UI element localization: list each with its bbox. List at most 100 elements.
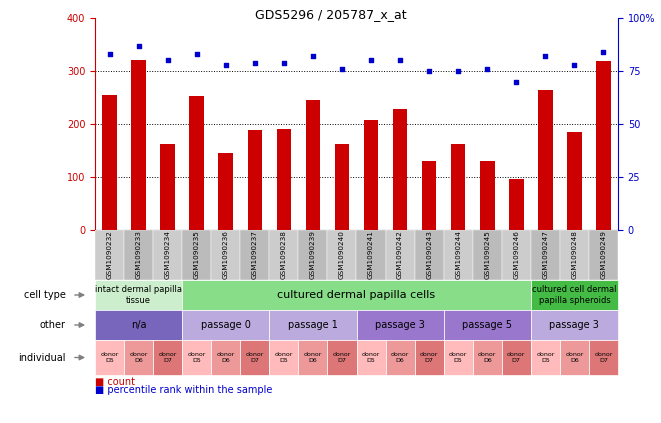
Bar [473,230,502,280]
Point [192,51,202,58]
Text: donor
D5: donor D5 [449,352,467,363]
Bar [269,230,298,280]
Bar [305,100,320,230]
Bar [327,230,356,280]
Bar [161,144,175,230]
Point [540,53,551,60]
Bar [480,161,494,230]
Text: donor
D5: donor D5 [362,352,380,363]
Bar [589,230,618,280]
Text: GSM1090234: GSM1090234 [165,231,171,280]
Text: ■ percentile rank within the sample: ■ percentile rank within the sample [95,385,272,395]
Bar [153,230,182,280]
Text: passage 1: passage 1 [288,320,338,330]
Point [163,57,173,64]
Text: GSM1090232: GSM1090232 [106,231,112,280]
Text: individual: individual [18,352,65,363]
Text: donor
D7: donor D7 [159,352,177,363]
Bar [596,61,611,230]
Text: donor
D6: donor D6 [478,352,496,363]
Text: donor
D5: donor D5 [275,352,293,363]
Text: intact dermal papilla
tissue: intact dermal papilla tissue [95,285,182,305]
Bar [241,230,269,280]
Bar [334,144,349,230]
Point [307,53,318,60]
Text: GSM1090244: GSM1090244 [455,231,461,280]
Bar [509,179,524,230]
Text: GSM1090237: GSM1090237 [252,231,258,280]
Bar [132,60,146,230]
Text: donor
D6: donor D6 [130,352,148,363]
Text: GSM1090246: GSM1090246 [514,231,520,280]
Bar [356,230,385,280]
Text: GSM1090247: GSM1090247 [543,231,549,280]
Text: GSM1090248: GSM1090248 [571,231,578,280]
Text: donor
D5: donor D5 [100,352,119,363]
Text: GSM1090245: GSM1090245 [485,231,490,280]
Bar [567,132,582,230]
Point [598,49,609,55]
Point [366,57,376,64]
Text: donor
D5: donor D5 [536,352,555,363]
Bar [212,230,241,280]
Point [569,61,580,68]
Bar [385,230,414,280]
Text: donor
D6: donor D6 [391,352,409,363]
Text: cultured cell dermal
papilla spheroids: cultured cell dermal papilla spheroids [532,285,617,305]
Text: GDS5296 / 205787_x_at: GDS5296 / 205787_x_at [254,8,407,21]
Bar [95,230,124,280]
Text: GSM1090236: GSM1090236 [223,231,229,280]
Text: cell type: cell type [24,290,65,300]
Bar [247,130,262,230]
Bar [538,90,553,230]
Text: donor
D7: donor D7 [507,352,525,363]
Text: donor
D7: donor D7 [420,352,438,363]
Bar [298,230,327,280]
Bar [364,120,378,230]
Text: passage 3: passage 3 [549,320,600,330]
Point [249,59,260,66]
Text: GSM1090249: GSM1090249 [600,231,607,280]
Text: passage 3: passage 3 [375,320,425,330]
Text: GSM1090238: GSM1090238 [281,231,287,280]
Bar [219,153,233,230]
Text: donor
D7: donor D7 [246,352,264,363]
Point [278,59,289,66]
Bar [422,161,436,230]
Text: passage 5: passage 5 [462,320,512,330]
Point [134,42,144,49]
Text: GSM1090242: GSM1090242 [397,231,403,280]
Bar [451,144,465,230]
Text: GSM1090233: GSM1090233 [136,231,141,280]
Bar [182,230,212,280]
Text: donor
D6: donor D6 [565,352,584,363]
Point [221,61,231,68]
Bar [124,230,153,280]
Bar [102,95,117,230]
Text: GSM1090240: GSM1090240 [339,231,345,280]
Text: GSM1090241: GSM1090241 [368,231,374,280]
Text: passage 0: passage 0 [201,320,251,330]
Bar [560,230,589,280]
Point [453,68,463,74]
Point [511,78,522,85]
Text: ■ count: ■ count [95,377,135,387]
Text: GSM1090243: GSM1090243 [426,231,432,280]
Text: donor
D5: donor D5 [188,352,206,363]
Point [336,66,347,72]
Bar [276,129,291,230]
Bar [393,109,407,230]
Point [395,57,405,64]
Bar [502,230,531,280]
Text: cultured dermal papilla cells: cultured dermal papilla cells [278,290,436,300]
Point [424,68,434,74]
Text: n/a: n/a [131,320,146,330]
Bar [190,96,204,230]
Text: donor
D7: donor D7 [594,352,613,363]
Point [482,66,492,72]
Point [104,51,115,58]
Text: donor
D6: donor D6 [303,352,322,363]
Bar [414,230,444,280]
Text: donor
D6: donor D6 [217,352,235,363]
Bar [444,230,473,280]
